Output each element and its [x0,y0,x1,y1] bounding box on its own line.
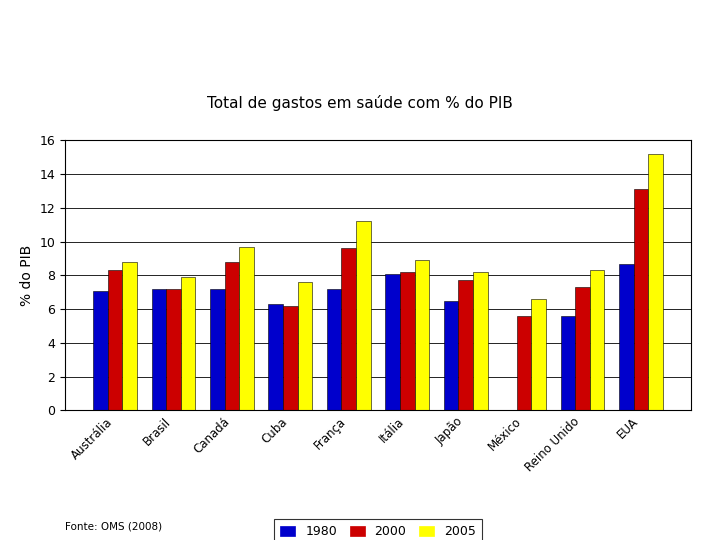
Bar [166,289,181,410]
Bar [269,304,283,410]
Bar [560,316,575,410]
Bar [94,291,108,410]
Text: Fonte: OMS (2008): Fonte: OMS (2008) [65,522,162,532]
Bar [459,280,473,410]
Bar [297,282,312,410]
Legend: 1980, 2000, 2005: 1980, 2000, 2005 [274,519,482,540]
Bar [517,316,531,410]
Bar [239,247,254,410]
Bar [444,301,459,410]
Bar [400,272,415,410]
Bar [415,260,429,410]
Text: Panorama geral da saúde: Panorama geral da saúde [29,44,508,78]
Bar [341,248,356,410]
Bar [181,277,196,410]
Bar [385,274,400,410]
Bar [473,272,487,410]
Y-axis label: % do PIB: % do PIB [19,245,34,306]
Bar [634,190,648,410]
Bar [210,289,225,410]
Bar [531,299,546,410]
Bar [283,306,297,410]
Bar [327,289,341,410]
Bar [356,221,371,410]
Bar [122,262,137,410]
Bar [575,287,590,410]
Bar [590,271,604,410]
Bar [225,262,239,410]
Text: Total de gastos em saúde com % do PIB: Total de gastos em saúde com % do PIB [207,94,513,111]
Bar [648,154,662,410]
Bar [152,289,166,410]
Bar [619,264,634,410]
Bar [108,271,122,410]
